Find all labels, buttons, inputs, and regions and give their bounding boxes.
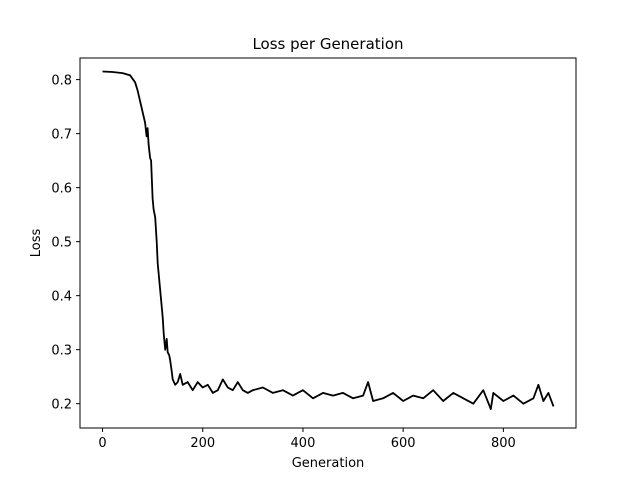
x-tick-label: 0	[98, 436, 106, 451]
x-tick-label: 200	[190, 436, 215, 451]
y-tick-label: 0.4	[51, 290, 72, 305]
y-axis-title: Loss	[29, 229, 44, 258]
x-axis-title: Generation	[292, 456, 365, 471]
loss-series-line	[102, 70, 555, 411]
y-tick-label: 0.7	[51, 128, 72, 143]
y-tick-label: 0.6	[51, 182, 72, 197]
plot-frame	[79, 57, 577, 429]
y-tick-label: 0.8	[51, 74, 72, 89]
chart-title: Loss per Generation	[252, 35, 403, 53]
x-tick-label: 800	[491, 436, 516, 451]
y-tick-label: 0.3	[51, 344, 72, 359]
y-axis-ticks: 0.2 0.3 0.4 0.5 0.6 0.7 0.8	[51, 74, 80, 413]
plot-area	[80, 58, 576, 428]
y-tick-label: 0.2	[51, 398, 72, 413]
x-axis-ticks: 0 200 400 600 800	[98, 428, 516, 451]
y-tick-label: 0.5	[51, 236, 72, 251]
x-tick-label: 600	[391, 436, 416, 451]
x-tick-label: 400	[291, 436, 316, 451]
